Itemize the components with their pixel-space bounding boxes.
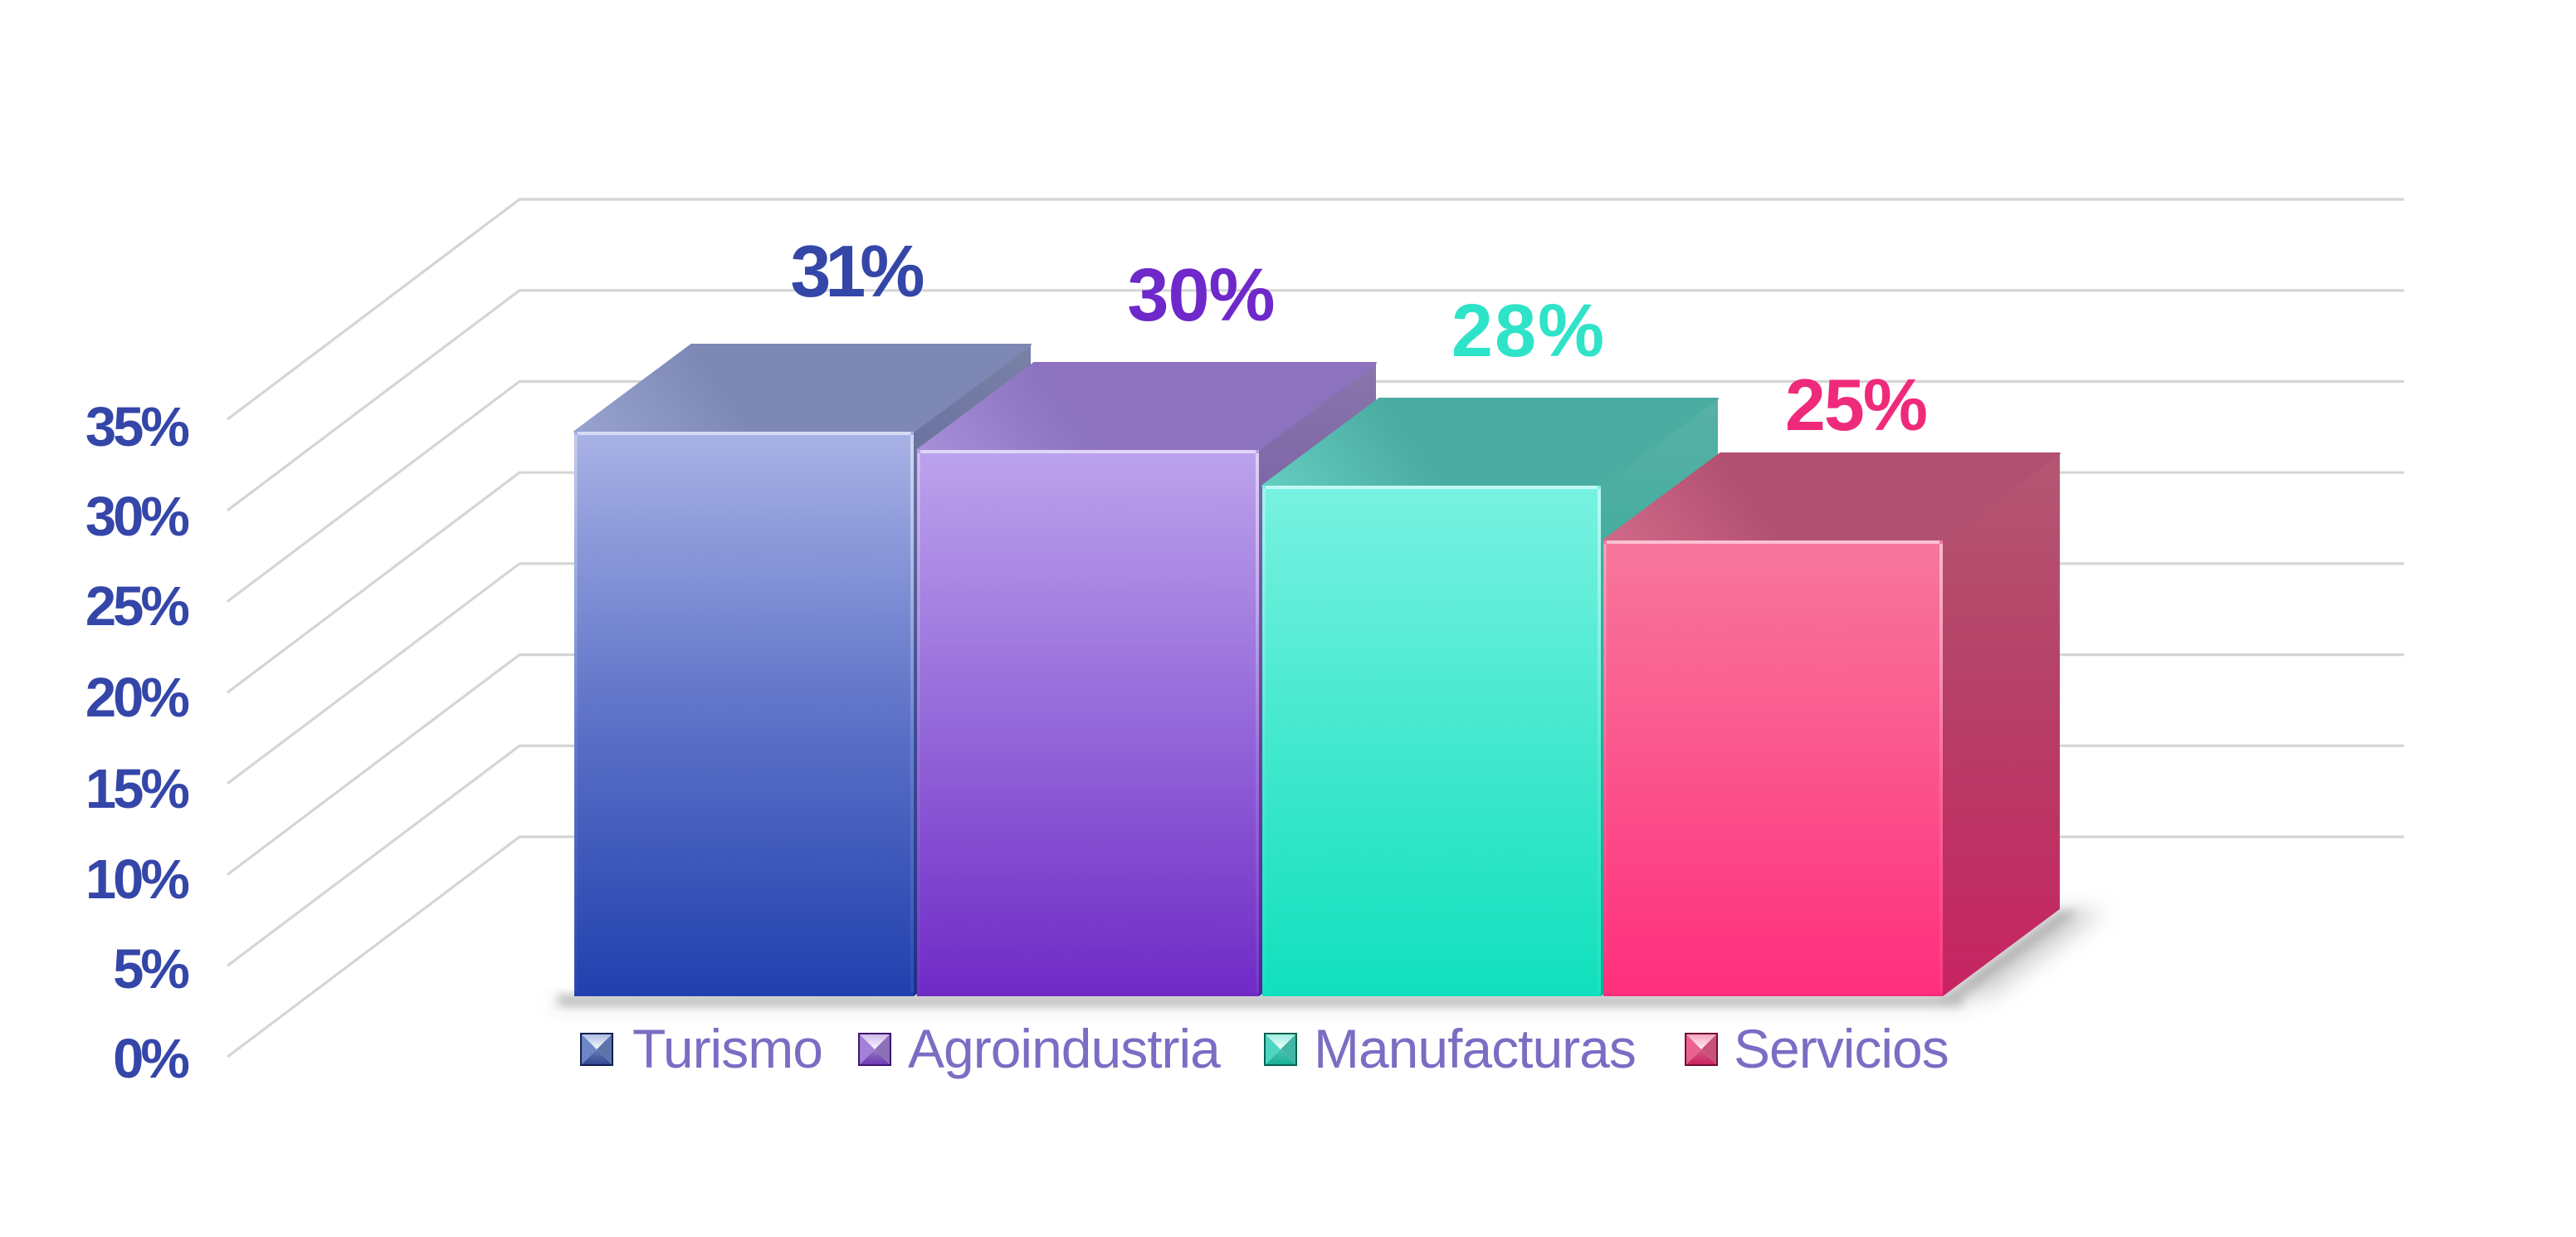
svg-text:20%: 20% — [85, 667, 189, 729]
svg-text:35%: 35% — [85, 396, 189, 458]
svg-text:30%: 30% — [1127, 254, 1274, 337]
svg-text:Servicios: Servicios — [1734, 1018, 1949, 1079]
svg-text:10%: 10% — [85, 848, 189, 911]
svg-text:30%: 30% — [85, 486, 189, 548]
svg-text:5%: 5% — [113, 938, 188, 1000]
svg-text:0%: 0% — [113, 1028, 188, 1090]
svg-text:25%: 25% — [85, 575, 189, 638]
svg-text:Turismo: Turismo — [632, 1018, 822, 1079]
svg-text:Manufacturas: Manufacturas — [1314, 1018, 1636, 1079]
svg-text:Agroindustria: Agroindustria — [908, 1018, 1221, 1079]
svg-text:28%: 28% — [1451, 290, 1606, 373]
svg-text:15%: 15% — [85, 758, 189, 820]
svg-text:31%: 31% — [790, 230, 923, 312]
svg-text:25%: 25% — [1785, 364, 1926, 446]
